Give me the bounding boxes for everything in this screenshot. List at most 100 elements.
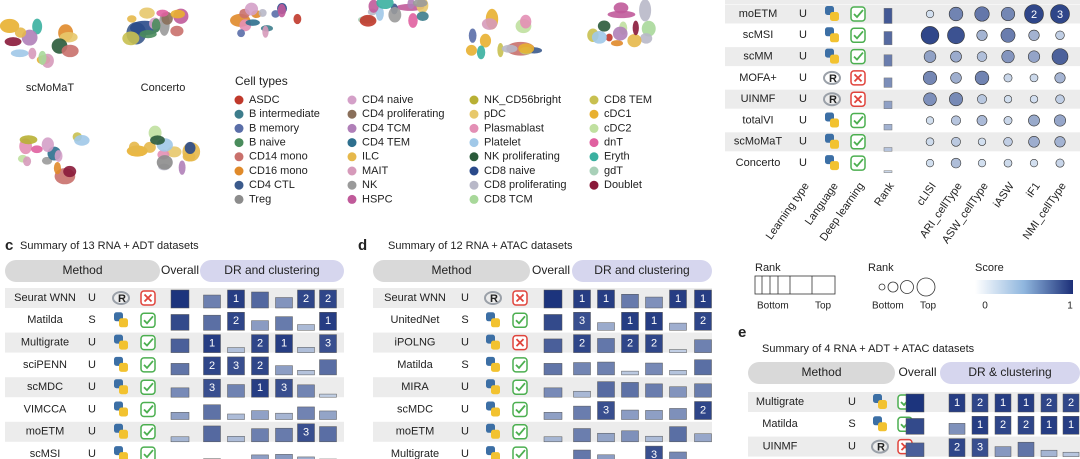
rank-bar: [319, 393, 337, 398]
header-method: [748, 362, 895, 384]
python-icon: [491, 452, 500, 459]
deep-learning-icon: [850, 112, 866, 129]
column-label: iF1: [1024, 181, 1043, 200]
rank-bar: [948, 393, 966, 413]
overall-bar: [543, 387, 563, 398]
legend-low: Bottom: [757, 301, 789, 312]
rank-bar: [994, 446, 1012, 457]
legend-swatch: [234, 109, 244, 119]
rank-bar: [319, 359, 337, 376]
rank-label: 2: [1000, 419, 1006, 431]
learning-type: U: [88, 337, 96, 349]
rank-bar: [669, 289, 687, 309]
rank-bar: [694, 433, 712, 443]
rank-bar: [227, 413, 245, 420]
rank-bar: [694, 383, 712, 398]
umap-cluster: [501, 44, 518, 53]
umap-cluster: [612, 26, 628, 41]
rank-label: 1: [325, 315, 331, 327]
legend-swatch: [469, 123, 479, 133]
rank-bar: [883, 100, 893, 109]
legend-label: CD4 TCM: [362, 122, 411, 134]
method-name: moETM: [26, 426, 65, 438]
r-icon-letter: R: [829, 73, 837, 85]
score-circle: [923, 50, 937, 63]
r-icon: [823, 70, 841, 85]
python-icon: [119, 362, 128, 372]
umap-cluster: [28, 47, 37, 60]
rank-label: 2: [977, 397, 983, 409]
rank-label: 2: [579, 338, 585, 350]
deep-learning-mark: [515, 404, 526, 414]
legend-swatch: [347, 152, 357, 162]
rank-bar: [275, 378, 293, 398]
rank-label: 2: [257, 360, 263, 372]
score-circle: [950, 157, 962, 169]
rank-bar: [597, 454, 615, 459]
legend-swatch: [589, 180, 599, 190]
panel-letter: d: [358, 237, 367, 254]
rank-bar: [319, 410, 337, 420]
legend-swatch: [469, 166, 479, 176]
umap-cluster: [465, 44, 477, 56]
rank-bar: [669, 386, 687, 398]
learning-type: U: [799, 114, 807, 126]
learning-type: U: [461, 337, 469, 349]
rank-bar: [203, 378, 221, 398]
umap-cluster: [182, 151, 196, 162]
python-icon: [491, 340, 500, 350]
panel-title: Summary of 13 RNA + ADT datasets: [20, 240, 199, 252]
header-label: DR and clustering: [224, 263, 319, 277]
deep-learning-mark: [515, 315, 526, 325]
score-circle: [1003, 158, 1013, 168]
rank-bar: [694, 401, 712, 420]
deep-learning-icon: [850, 134, 866, 150]
row-band: [725, 0, 1080, 4]
legend-label: CD4 TEM: [362, 137, 410, 149]
rank-bar: [621, 294, 639, 309]
python-icon: [119, 318, 128, 328]
rank-bar: [227, 436, 245, 443]
umap-cluster: [139, 7, 155, 19]
rank-bar: [971, 416, 989, 435]
learning-type: U: [799, 51, 807, 63]
deep-learning-mark: [853, 137, 864, 147]
umap-cluster: [610, 40, 624, 47]
deep-learning-mark: [853, 52, 864, 61]
umap-cluster: [416, 11, 429, 21]
rank-bar: [883, 170, 893, 173]
rank-bar: [694, 339, 712, 353]
python-icon: [830, 118, 839, 128]
score-circle: [1050, 4, 1070, 24]
deep-learning-mark: [143, 338, 154, 347]
score-circle: [925, 137, 935, 147]
method-name: totalVI: [742, 114, 773, 126]
rank-label: 2: [303, 293, 309, 305]
rank-label: 2: [627, 338, 633, 350]
rank-bar: [1040, 393, 1058, 413]
rank-label: 1: [603, 293, 609, 305]
rank-bar: [573, 334, 591, 353]
legend-label: HSPC: [362, 193, 393, 205]
rank-bar: [251, 428, 269, 443]
umap-cluster: [32, 18, 43, 35]
score-circle: [1000, 6, 1016, 22]
umap-cluster: [271, 10, 280, 18]
overall-bar: [905, 418, 925, 435]
score-circle: [1003, 137, 1013, 147]
method-name: scMSI: [743, 29, 774, 41]
python-icon: [119, 385, 128, 395]
legend-swatch: [234, 138, 244, 148]
rank-bar: [275, 454, 293, 459]
score-circle: [1028, 136, 1040, 148]
legend-swatch: [589, 95, 599, 105]
legend-label: NK_CD56bright: [484, 94, 561, 106]
legend-swatch: [347, 166, 357, 176]
learning-type: U: [799, 29, 807, 41]
score-circle: [976, 29, 988, 41]
column-label: Learning type: [764, 181, 812, 242]
rank-bar: [251, 378, 269, 398]
deep-learning-mark: [143, 360, 154, 370]
score-circle: [949, 92, 963, 107]
rank-label: 2: [1031, 9, 1037, 21]
